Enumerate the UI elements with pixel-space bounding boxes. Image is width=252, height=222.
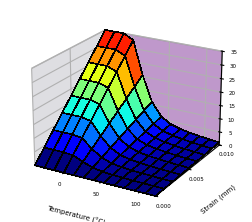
Y-axis label: Strain (mm): Strain (mm) bbox=[200, 183, 236, 214]
X-axis label: Temperature (°C): Temperature (°C) bbox=[46, 205, 106, 222]
